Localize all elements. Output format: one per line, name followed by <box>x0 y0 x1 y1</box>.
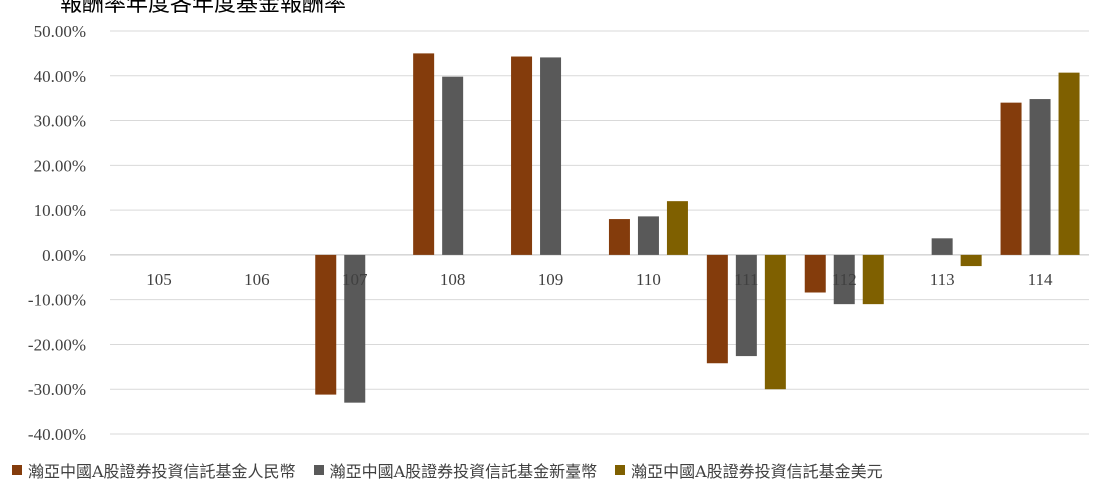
legend-item-2: 瀚亞中國A股證券投資信託基金新臺幣 <box>313 458 598 482</box>
legend-item-3: 瀚亞中國A股證券投資信託基金美元 <box>615 458 883 482</box>
y-axis: 50.00% 40.00% 30.00% 20.00% 10.00% 0.00% -10.0… <box>28 22 86 444</box>
bar-112-series-3 <box>862 254 884 305</box>
y-tick-label: -10.00% <box>28 291 86 310</box>
x-tick-label: 113 <box>930 270 955 289</box>
bar-107-series-1 <box>315 254 337 395</box>
bar-113-series-2 <box>931 238 953 255</box>
legend-swatch <box>12 465 22 475</box>
y-tick-label: -20.00% <box>28 335 86 354</box>
bar-107-series-2 <box>344 254 366 403</box>
bar-111-series-2 <box>735 254 757 357</box>
legend-label: 瀚亞中國A股證券投資信託基金美元 <box>631 462 883 481</box>
y-tick-label: -40.00% <box>28 425 86 444</box>
y-tick-label: 40.00% <box>34 67 86 86</box>
legend: 瀚亞中國A股證券投資信託基金人民幣 瀚亞中國A股證券投資信託基金新臺幣 瀚亞中國A股… <box>12 458 883 482</box>
bar-108-series-1 <box>413 53 435 255</box>
legend-item-1: 瀚亞中國A股證券投資信託基金人民幣 <box>12 458 296 482</box>
bar-112-series-1 <box>804 254 826 293</box>
y-tick-label: 20.00% <box>34 156 86 175</box>
legend-swatch <box>313 465 324 475</box>
gridlines <box>110 30 1089 435</box>
x-tick-label: 109 <box>538 270 564 289</box>
bar-109-series-2 <box>540 57 562 255</box>
bar-108-series-2 <box>442 76 464 255</box>
x-tick-label: 110 <box>636 270 661 289</box>
x-tick-label: 107 <box>342 270 368 289</box>
x-tick-label: 114 <box>1028 270 1053 289</box>
bar-111-series-3 <box>764 254 786 390</box>
bar-112-series-2 <box>833 254 855 305</box>
bar-114-series-2 <box>1029 99 1051 255</box>
bars <box>315 53 1080 403</box>
bar-110-series-1 <box>608 219 630 255</box>
bar-114-series-1 <box>1000 102 1022 255</box>
y-tick-label: 30.00% <box>34 112 86 131</box>
bar-109-series-1 <box>511 56 533 255</box>
y-tick-label: 10.00% <box>34 201 86 220</box>
legend-label: 瀚亞中國A股證券投資信託基金新臺幣 <box>329 462 598 481</box>
y-tick-label: 0.00% <box>42 246 86 265</box>
x-tick-label: 108 <box>440 270 466 289</box>
bar-110-series-2 <box>637 216 659 255</box>
x-tick-label: 112 <box>832 270 857 289</box>
x-tick-label: 105 <box>146 270 172 289</box>
bar-113-series-3 <box>960 254 982 267</box>
x-tick-label: 111 <box>734 270 758 289</box>
bar-111-series-1 <box>706 254 728 364</box>
x-axis: 105 106 107 108 109 110 111 112 113 114 <box>146 270 1053 289</box>
bar-110-series-3 <box>666 201 688 255</box>
chart-title: 報酬率年度各年度基金報酬率 <box>60 0 347 17</box>
y-tick-label: 50.00% <box>34 22 86 41</box>
y-tick-label: -30.00% <box>28 380 86 399</box>
legend-swatch <box>615 465 626 475</box>
x-tick-label: 106 <box>244 270 270 289</box>
legend-label: 瀚亞中國A股證券投資信託基金人民幣 <box>28 462 296 481</box>
bar-114-series-3 <box>1058 72 1080 255</box>
